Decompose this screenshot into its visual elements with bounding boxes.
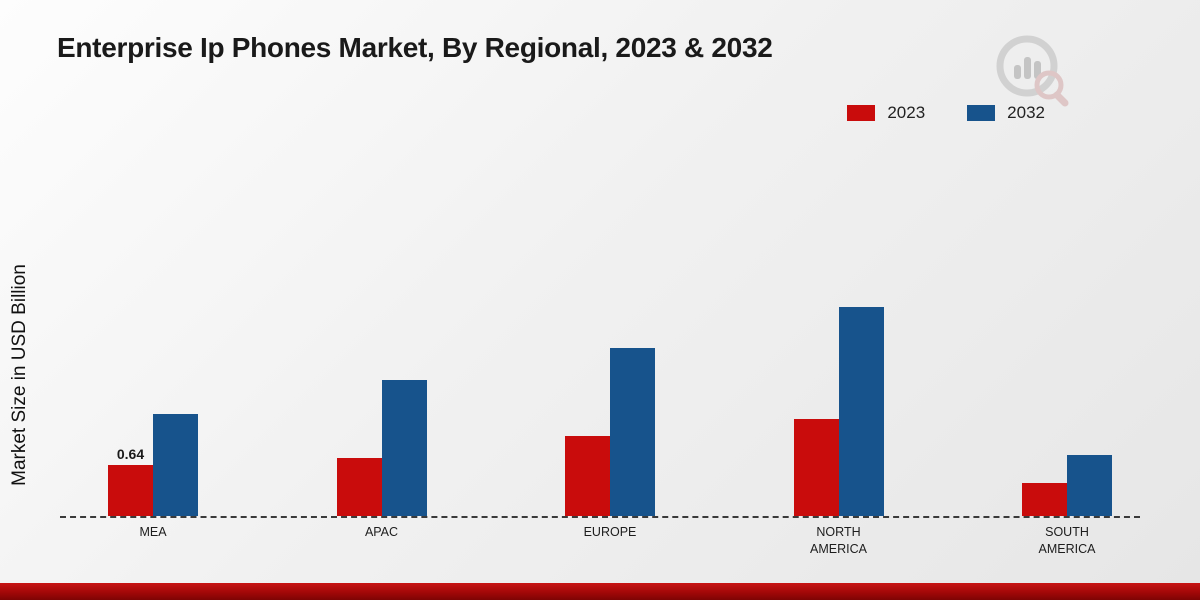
bar-value-label: 0.64 [116, 446, 145, 462]
bar-2023-europe [565, 436, 610, 516]
logo-graphic [996, 35, 1069, 107]
chart-title: Enterprise Ip Phones Market, By Regional… [57, 32, 773, 63]
bar-2023-mea: 0.64 [108, 446, 153, 516]
legend-swatch-2023 [847, 105, 876, 121]
category-label: MEA [139, 525, 167, 539]
legend-label-2023: 2023 [887, 103, 926, 122]
legend-label-2032: 2032 [1007, 103, 1045, 122]
bar-2023-south-america [1022, 483, 1067, 516]
bar-group-mea: 0.64 MEA [108, 276, 198, 539]
bar-group-south-america: SOUTH AMERICA [1022, 276, 1112, 556]
bar-2032-north-america [838, 307, 884, 516]
x-axis-line [60, 516, 1140, 518]
market-research-logo [990, 28, 1072, 110]
bar-2023-apac [336, 458, 382, 516]
legend-item-2023: 2023 [847, 103, 925, 123]
category-label: NORTH AMERICA [810, 525, 867, 556]
bar-2032-apac [381, 380, 427, 516]
y-axis-label: Market Size in USD Billion [9, 264, 30, 486]
bar-group-apac: APAC [336, 276, 427, 539]
category-label: APAC [364, 525, 399, 539]
bar-2023-north-america [793, 419, 839, 516]
bar-group-north-america: NORTH AMERICA [793, 276, 884, 556]
legend-swatch-2032 [967, 105, 996, 121]
category-label: SOUTH AMERICA [1038, 525, 1096, 556]
category-label: EUROPE [583, 525, 637, 539]
bar-2032-south-america [1067, 455, 1112, 516]
bar-2032-europe [610, 348, 655, 516]
bar-2032-mea [153, 414, 198, 516]
legend: 2023 2032 [847, 103, 1045, 123]
footer-strip [0, 583, 1200, 600]
bar-group-europe: EUROPE [565, 276, 655, 539]
legend-item-2032: 2032 [967, 103, 1045, 123]
plot-area: 0.64 MEA APAC EUROPE NORTH AMERICA SOUTH AMER… [60, 276, 1140, 556]
